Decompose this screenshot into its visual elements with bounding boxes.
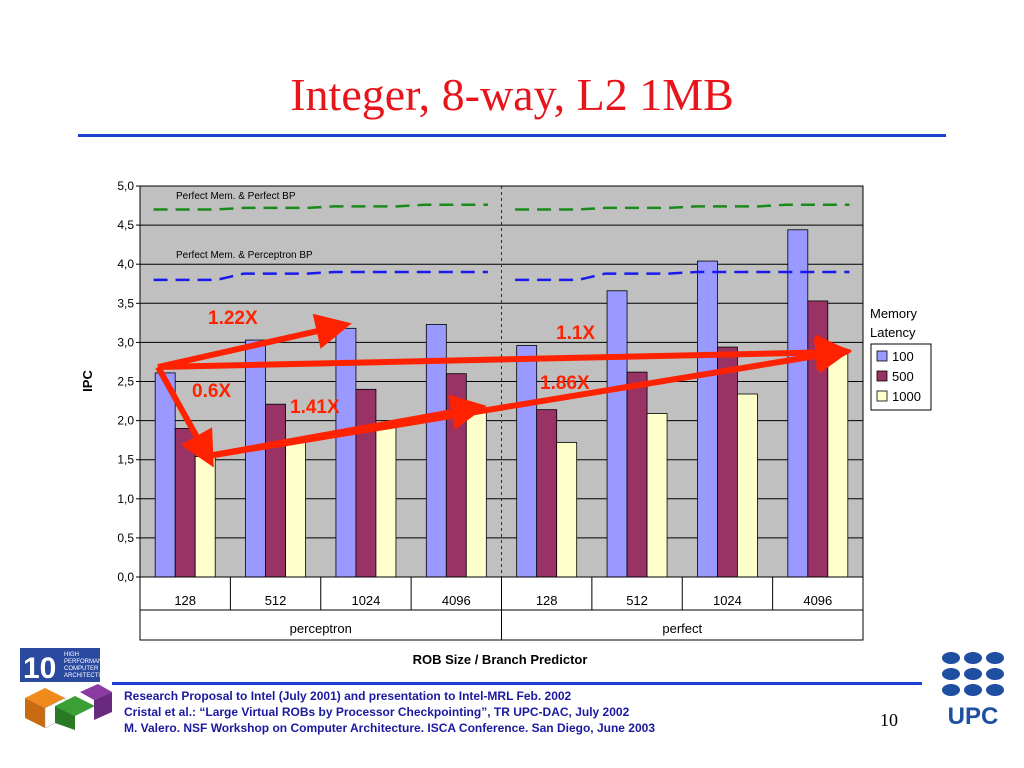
x-group-label: perceptron — [290, 621, 352, 636]
bar-1000 — [646, 413, 668, 578]
bar-100 — [154, 372, 176, 578]
x-tick-label: 128 — [174, 593, 196, 608]
annotation-label: 1.41X — [290, 397, 340, 418]
y-tick-label: 2,5 — [117, 375, 134, 389]
x-tick-label: 1024 — [713, 593, 742, 608]
y-tick-label: 1,0 — [117, 492, 134, 506]
bar-1000 — [556, 442, 578, 578]
x-group-label: perfect — [662, 621, 702, 636]
footer-line: Cristal et al.: “Large Virtual ROBs by P… — [124, 705, 630, 719]
y-tick-label: 3,0 — [117, 335, 134, 349]
x-tick-label: 4096 — [442, 593, 471, 608]
logo-text-line: PERFORMANCE — [64, 659, 111, 665]
bar-100 — [245, 339, 266, 578]
x-axis-title: ROB Size / Branch Predictor — [413, 652, 588, 667]
bar-500 — [626, 371, 648, 578]
bar-1000 — [194, 456, 216, 578]
y-tick-label: 4,0 — [117, 257, 134, 271]
y-tick-label: 3,5 — [117, 296, 134, 310]
y-tick-label: 4,5 — [117, 218, 134, 232]
bar-1000 — [737, 393, 758, 578]
bar-500 — [174, 428, 196, 578]
legend-swatch-100 — [876, 350, 888, 362]
reference-line — [153, 203, 488, 211]
bar-100 — [606, 290, 628, 578]
logo-text-line: COMPUTER — [64, 666, 99, 672]
x-tick-label: 128 — [536, 593, 558, 608]
legend-label: 100 — [892, 349, 914, 364]
logo-number: 10 — [23, 652, 56, 685]
y-tick-label: 5,0 — [117, 179, 134, 193]
logo-band — [20, 648, 100, 682]
y-tick-label: 2,0 — [117, 414, 134, 428]
bar-1000 — [375, 424, 397, 578]
y-tick-label: 1,5 — [117, 453, 134, 467]
bar-100 — [787, 229, 809, 578]
upc-logo-dots — [942, 652, 1004, 696]
bar-500 — [265, 403, 286, 578]
bar-1000 — [285, 441, 306, 578]
reference-line — [153, 270, 488, 282]
x-tick-label: 512 — [265, 593, 287, 608]
ipc-bar-chart: 0,0 0,5 1,0 1,5 2,0 2,5 3,0 3,5 4,0 4,5 5,0 Perfect… — [80, 179, 932, 667]
annotation-label: 0.6X — [192, 381, 231, 402]
reference-line-label: Perfect Mem. & Perceptron BP — [176, 250, 313, 261]
slide-title: Integer, 8-way, L2 1MB — [290, 69, 734, 120]
logo-text-line: ARCHITECTURE — [64, 673, 111, 679]
upc-logo: UPC — [942, 652, 1004, 730]
bar-500 — [536, 409, 558, 578]
cube-orange-side — [25, 698, 45, 728]
bar-1000 — [465, 409, 487, 578]
cube-purple-top — [80, 684, 112, 700]
bar-500 — [717, 346, 738, 578]
bar-500 — [807, 300, 829, 578]
footer-references: Research Proposal to Intel (July 2001) a… — [124, 688, 655, 736]
reference-line — [515, 203, 850, 211]
legend-swatch-500 — [876, 370, 888, 382]
bar-500 — [445, 373, 467, 578]
bar-100 — [516, 345, 538, 578]
cube-purple-side — [94, 692, 112, 720]
x-tick-label: 1024 — [351, 593, 380, 608]
annotation-arrow — [157, 334, 852, 371]
reference-line-label: Perfect Mem. & Perfect BP — [176, 191, 296, 202]
legend-swatch-1000 — [876, 390, 888, 402]
y-tick-label: 0,0 — [117, 570, 134, 584]
annotation-arrow — [155, 365, 214, 468]
legend-title: Latency — [870, 325, 916, 340]
bar-1000 — [827, 352, 849, 578]
footer-line: M. Valero. NSF Workshop on Computer Arch… — [124, 721, 655, 735]
annotation-label: 1.86X — [540, 373, 590, 394]
x-tick-label: 4096 — [803, 593, 832, 608]
annotation-label: 1.1X — [556, 323, 595, 344]
legend-label: 1000 — [892, 389, 921, 404]
upc-logo-text: UPC — [948, 703, 999, 730]
x-tick-label: 512 — [626, 593, 648, 608]
reference-line — [515, 270, 850, 282]
legend-title: Memory — [870, 306, 917, 321]
page-number: 10 — [880, 710, 898, 730]
footer-line: Research Proposal to Intel (July 2001) a… — [124, 689, 572, 703]
bar-100 — [697, 260, 718, 578]
footer-rule — [112, 682, 922, 685]
annotation-arrow — [207, 338, 852, 459]
bar-500 — [355, 388, 377, 578]
annotation-arrow — [157, 313, 352, 370]
y-axis-title: IPC — [80, 370, 95, 392]
logo-text-line: HIGH — [64, 652, 79, 658]
cube-green-side — [55, 706, 75, 730]
annotation-label: 1.22X — [208, 308, 258, 329]
hpc-architecture-logo: 10 HIGH PERFORMANCE COMPUTER ARCHITECTUR… — [20, 648, 112, 730]
title-rule — [78, 134, 946, 137]
legend-label: 500 — [892, 369, 914, 384]
y-tick-label: 0,5 — [117, 531, 134, 545]
